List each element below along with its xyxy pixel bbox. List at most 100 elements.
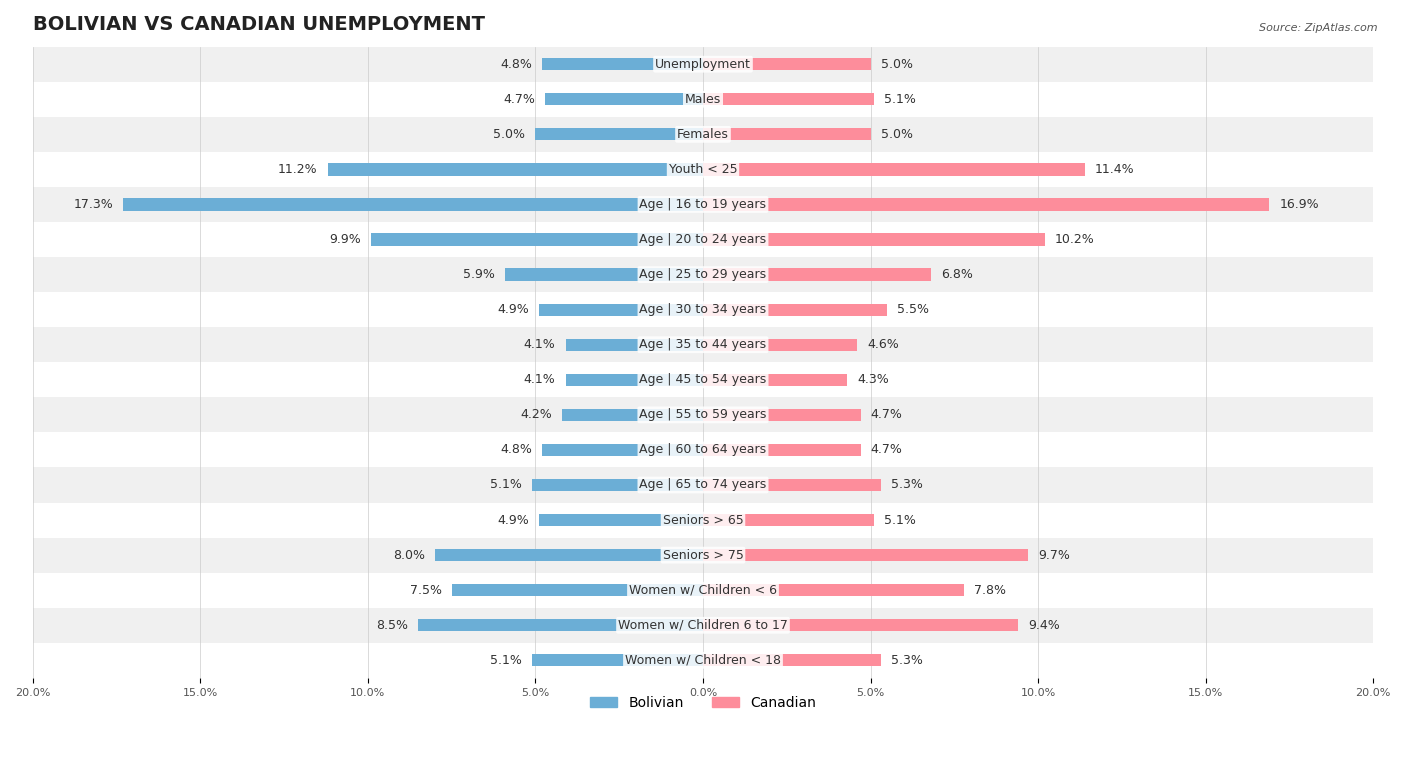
Bar xyxy=(434,549,703,561)
Text: 4.1%: 4.1% xyxy=(524,338,555,351)
Text: Seniors > 65: Seniors > 65 xyxy=(662,513,744,527)
Text: Age | 25 to 29 years: Age | 25 to 29 years xyxy=(640,268,766,281)
Bar xyxy=(32,327,1374,363)
Text: Age | 35 to 44 years: Age | 35 to 44 years xyxy=(640,338,766,351)
Text: 9.9%: 9.9% xyxy=(329,233,361,246)
Text: 5.0%: 5.0% xyxy=(880,58,912,70)
Text: 5.9%: 5.9% xyxy=(464,268,495,281)
Text: Males: Males xyxy=(685,93,721,106)
Text: 4.8%: 4.8% xyxy=(501,444,531,456)
Bar xyxy=(538,514,703,526)
Bar xyxy=(703,164,1085,176)
Text: Unemployment: Unemployment xyxy=(655,58,751,70)
Bar xyxy=(703,619,1018,631)
Bar xyxy=(536,128,703,141)
Bar xyxy=(451,584,703,597)
Text: 4.7%: 4.7% xyxy=(870,444,903,456)
Text: 4.9%: 4.9% xyxy=(496,303,529,316)
Bar xyxy=(565,338,703,350)
Text: 5.0%: 5.0% xyxy=(494,128,526,141)
Text: 9.7%: 9.7% xyxy=(1038,549,1070,562)
Bar xyxy=(505,269,703,281)
Text: 8.0%: 8.0% xyxy=(392,549,425,562)
Text: 16.9%: 16.9% xyxy=(1279,198,1319,211)
Bar xyxy=(531,479,703,491)
Text: 5.1%: 5.1% xyxy=(491,654,522,667)
Text: 4.9%: 4.9% xyxy=(496,513,529,527)
Text: 4.3%: 4.3% xyxy=(858,373,889,386)
Text: Age | 20 to 24 years: Age | 20 to 24 years xyxy=(640,233,766,246)
Bar xyxy=(703,549,1028,561)
Bar xyxy=(32,117,1374,152)
Bar xyxy=(32,222,1374,257)
Text: Youth < 25: Youth < 25 xyxy=(669,163,737,176)
Text: Age | 30 to 34 years: Age | 30 to 34 years xyxy=(640,303,766,316)
Bar xyxy=(32,432,1374,468)
Bar xyxy=(124,198,703,210)
Text: 7.5%: 7.5% xyxy=(409,584,441,597)
Bar xyxy=(32,503,1374,537)
Bar xyxy=(546,93,703,105)
Bar xyxy=(703,269,931,281)
Text: Age | 60 to 64 years: Age | 60 to 64 years xyxy=(640,444,766,456)
Bar xyxy=(32,152,1374,187)
Text: 5.1%: 5.1% xyxy=(884,513,915,527)
Text: 5.5%: 5.5% xyxy=(897,303,929,316)
Text: 4.6%: 4.6% xyxy=(868,338,898,351)
Bar xyxy=(565,374,703,386)
Bar xyxy=(32,608,1374,643)
Legend: Bolivian, Canadian: Bolivian, Canadian xyxy=(583,690,823,715)
Bar xyxy=(32,292,1374,327)
Bar xyxy=(703,58,870,70)
Text: 10.2%: 10.2% xyxy=(1054,233,1095,246)
Text: 5.1%: 5.1% xyxy=(491,478,522,491)
Bar xyxy=(32,643,1374,678)
Bar xyxy=(703,338,858,350)
Bar xyxy=(703,444,860,456)
Text: Age | 55 to 59 years: Age | 55 to 59 years xyxy=(640,408,766,422)
Text: 7.8%: 7.8% xyxy=(974,584,1007,597)
Bar xyxy=(703,479,880,491)
Text: 8.5%: 8.5% xyxy=(375,618,408,632)
Text: Females: Females xyxy=(678,128,728,141)
Text: 4.7%: 4.7% xyxy=(870,408,903,422)
Bar xyxy=(538,304,703,316)
Text: 17.3%: 17.3% xyxy=(73,198,112,211)
Bar xyxy=(32,363,1374,397)
Bar xyxy=(32,572,1374,608)
Bar xyxy=(32,187,1374,222)
Bar xyxy=(703,93,875,105)
Bar xyxy=(531,654,703,666)
Text: 4.7%: 4.7% xyxy=(503,93,536,106)
Text: 11.4%: 11.4% xyxy=(1095,163,1135,176)
Text: 5.1%: 5.1% xyxy=(884,93,915,106)
Bar xyxy=(703,304,887,316)
Text: Age | 45 to 54 years: Age | 45 to 54 years xyxy=(640,373,766,386)
Text: 4.2%: 4.2% xyxy=(520,408,553,422)
Bar xyxy=(32,82,1374,117)
Bar xyxy=(703,409,860,421)
Bar xyxy=(703,514,875,526)
Text: Age | 16 to 19 years: Age | 16 to 19 years xyxy=(640,198,766,211)
Bar xyxy=(703,198,1270,210)
Bar xyxy=(32,537,1374,572)
Text: Source: ZipAtlas.com: Source: ZipAtlas.com xyxy=(1260,23,1378,33)
Bar xyxy=(543,58,703,70)
Bar xyxy=(32,468,1374,503)
Text: Women w/ Children < 6: Women w/ Children < 6 xyxy=(628,584,778,597)
Bar xyxy=(703,654,880,666)
Text: Age | 65 to 74 years: Age | 65 to 74 years xyxy=(640,478,766,491)
Bar xyxy=(562,409,703,421)
Text: 5.0%: 5.0% xyxy=(880,128,912,141)
Bar xyxy=(371,233,703,246)
Bar xyxy=(703,128,870,141)
Bar xyxy=(418,619,703,631)
Text: Women w/ Children 6 to 17: Women w/ Children 6 to 17 xyxy=(619,618,787,632)
Bar xyxy=(32,47,1374,82)
Text: BOLIVIAN VS CANADIAN UNEMPLOYMENT: BOLIVIAN VS CANADIAN UNEMPLOYMENT xyxy=(32,15,485,34)
Text: 4.8%: 4.8% xyxy=(501,58,531,70)
Bar xyxy=(32,257,1374,292)
Text: 5.3%: 5.3% xyxy=(890,478,922,491)
Bar xyxy=(703,233,1045,246)
Bar xyxy=(32,397,1374,432)
